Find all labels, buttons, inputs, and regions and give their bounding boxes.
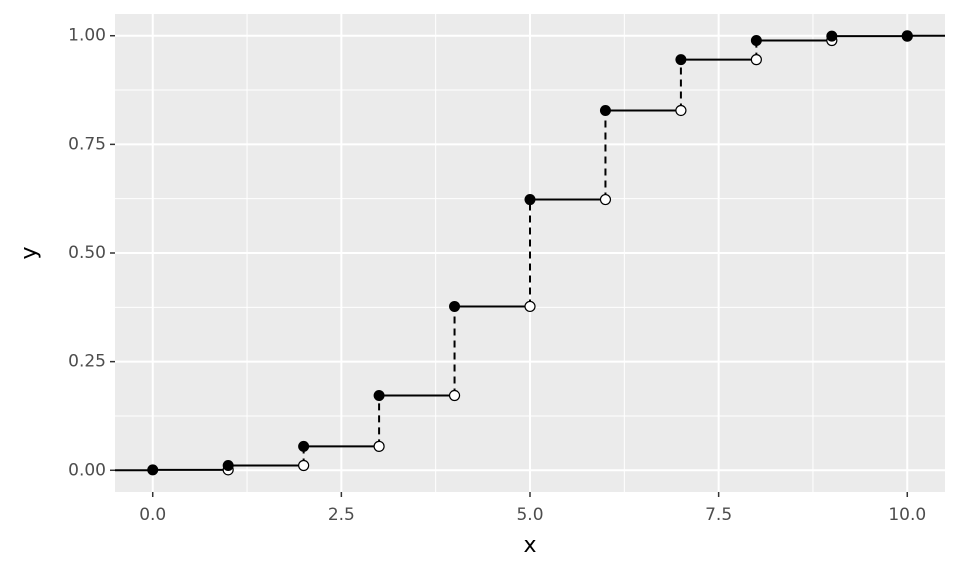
open-point <box>448 389 461 402</box>
open-point <box>373 440 385 452</box>
x-tick-label: 2.5 <box>328 505 355 525</box>
closed-point <box>826 30 838 42</box>
open-point <box>750 54 762 66</box>
closed-point <box>298 440 310 452</box>
y-tick-label: 0.00 <box>68 460 106 480</box>
open-point <box>298 459 310 472</box>
closed-point <box>750 35 762 47</box>
closed-point <box>147 464 159 476</box>
closed-point <box>901 30 913 42</box>
y-tick-label: 1.00 <box>68 26 106 46</box>
open-point <box>599 193 612 206</box>
y-axis-title: y <box>17 246 42 259</box>
closed-point <box>524 194 536 206</box>
closed-point <box>222 459 234 471</box>
y-tick-label: 0.75 <box>68 134 106 154</box>
x-tick-label: 5.0 <box>516 505 543 525</box>
closed-point <box>675 54 687 66</box>
open-point <box>675 104 687 117</box>
closed-point <box>599 104 611 116</box>
x-tick-label: 7.5 <box>705 505 732 525</box>
x-tick-label: 0.0 <box>139 505 166 525</box>
x-tick-label: 10.0 <box>888 505 926 525</box>
open-point <box>524 300 536 313</box>
closed-point <box>373 390 385 402</box>
y-tick-label: 0.25 <box>68 352 106 372</box>
x-axis-title: x <box>523 533 536 558</box>
y-tick-label: 0.50 <box>68 243 106 263</box>
closed-point <box>449 300 461 312</box>
